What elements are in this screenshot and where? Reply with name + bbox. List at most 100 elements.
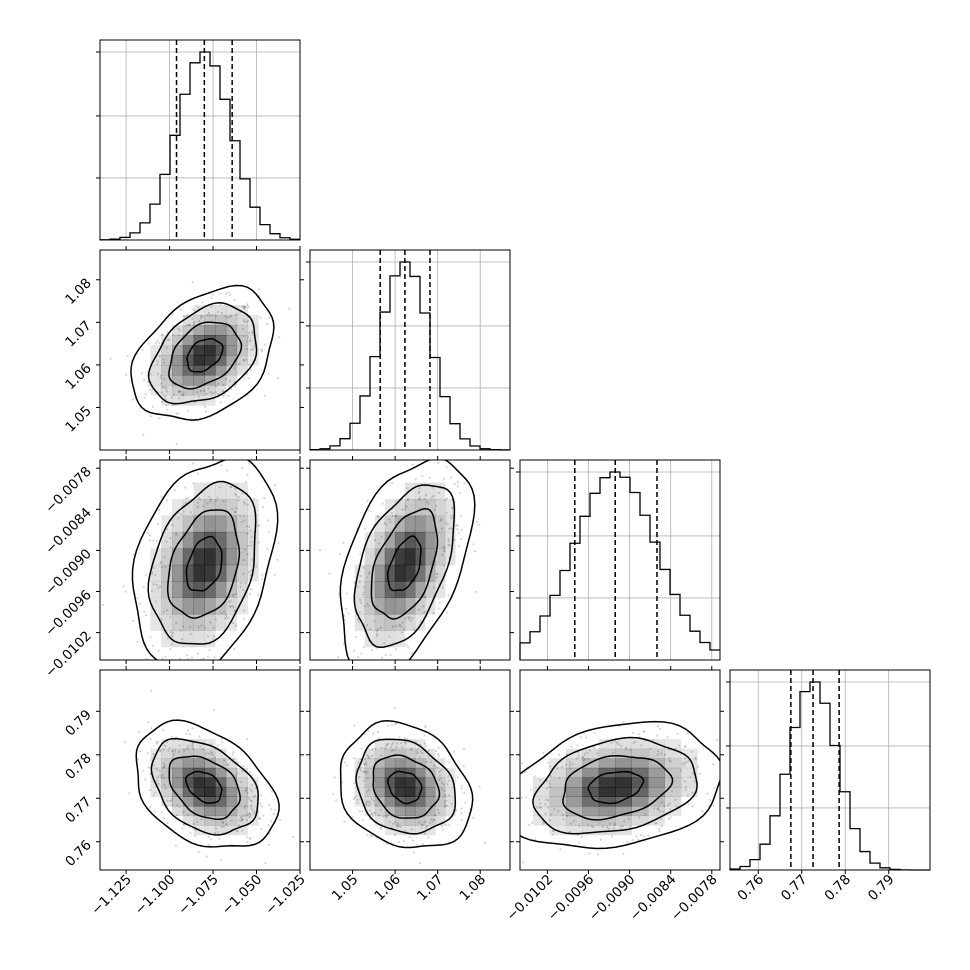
density-cell	[172, 758, 184, 769]
scatter-points	[101, 462, 280, 660]
density-cell	[404, 796, 416, 807]
density-cell	[425, 748, 436, 759]
density-cell	[161, 531, 173, 549]
density-cell	[236, 345, 248, 356]
density-cell	[394, 748, 406, 759]
density-cell	[193, 564, 205, 582]
density-cell	[414, 614, 426, 631]
density-cell	[215, 304, 227, 316]
density-cell	[204, 748, 216, 759]
density-cell	[225, 482, 238, 500]
density-cell	[204, 815, 216, 826]
density-cell	[215, 614, 227, 631]
density-cell	[374, 614, 386, 631]
density-cell	[384, 767, 396, 778]
density-cell	[681, 787, 698, 797]
density-cell	[172, 748, 184, 759]
density-cell	[225, 796, 238, 807]
density-cell	[648, 787, 665, 797]
density-cell	[384, 499, 396, 516]
density-cell	[414, 748, 426, 759]
density-cell	[425, 815, 436, 826]
density-cell	[374, 531, 386, 549]
density-cell	[384, 630, 396, 648]
density-cell	[364, 614, 376, 631]
density-cell	[435, 482, 446, 500]
density-cell	[394, 777, 406, 788]
density-cell	[204, 482, 216, 500]
density-cell	[182, 335, 194, 346]
density-cell	[161, 345, 173, 356]
density-cell	[384, 564, 396, 582]
density-cell	[161, 748, 173, 759]
density-cell	[236, 815, 248, 826]
density-cell	[193, 777, 205, 788]
density-cell	[215, 796, 227, 807]
density-cell	[150, 777, 162, 788]
density-cell	[364, 806, 376, 817]
density-cell	[533, 777, 550, 788]
density-cell	[172, 787, 184, 797]
density-cell	[215, 815, 227, 826]
density-cell	[435, 564, 446, 582]
density-cell	[364, 777, 376, 788]
density-cell	[150, 365, 162, 376]
density-cell	[215, 515, 227, 533]
density-cell	[236, 564, 248, 582]
density-cell	[615, 739, 632, 750]
density-grid	[150, 304, 259, 406]
density-cell	[384, 815, 396, 826]
density-cell	[435, 796, 446, 807]
density-cell	[225, 815, 238, 826]
density-cell	[374, 564, 386, 582]
density-cell	[172, 739, 184, 750]
density-cell	[414, 815, 426, 826]
density-cell	[172, 345, 184, 356]
density-cell	[215, 825, 227, 836]
density-cell	[236, 806, 248, 817]
density-cell	[565, 758, 583, 769]
density-cell	[598, 777, 616, 788]
density-cell	[182, 758, 194, 769]
density-cell	[193, 758, 205, 769]
y-tick-label: 1.07	[62, 318, 95, 351]
density-cell	[445, 515, 456, 533]
density-cell	[161, 787, 173, 797]
density-cell	[182, 548, 194, 566]
y-tick-label: 1.06	[62, 360, 95, 393]
density-cell	[215, 375, 227, 386]
density-cell	[435, 531, 446, 549]
density-cell	[414, 767, 426, 778]
density-cell	[172, 325, 184, 336]
density-cell	[182, 345, 194, 356]
density-cell	[598, 739, 616, 750]
density-cell	[648, 748, 665, 759]
density-cell	[598, 815, 616, 826]
density-cell	[236, 796, 248, 807]
density-cell	[394, 767, 406, 778]
density-cell	[182, 375, 194, 386]
density-cell	[374, 815, 386, 826]
density-cell	[394, 515, 406, 533]
density-cell	[565, 825, 583, 836]
density-cell	[615, 777, 632, 788]
density-cell	[182, 614, 194, 631]
density-cell	[236, 531, 248, 549]
density-cell	[172, 796, 184, 807]
density-cell	[425, 806, 436, 817]
density-cell	[193, 499, 205, 516]
density-cell	[182, 767, 194, 778]
density-cell	[150, 758, 162, 769]
density-cell	[204, 825, 216, 836]
density-cell	[384, 748, 396, 759]
density-cell	[533, 787, 550, 797]
density-cell	[414, 564, 426, 582]
density-cell	[414, 825, 426, 836]
density-cell	[204, 304, 216, 316]
density-cell	[565, 815, 583, 826]
density-cell	[193, 614, 205, 631]
density-cell	[225, 758, 238, 769]
histogram-panel	[96, 39, 301, 241]
density-cell	[193, 355, 205, 366]
contour-line	[147, 480, 257, 645]
